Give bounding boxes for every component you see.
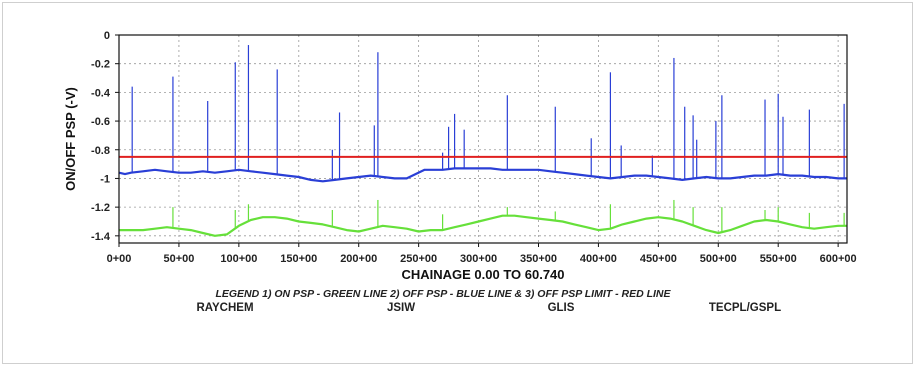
x-axis-title: CHAINAGE 0.00 TO 60.740 bbox=[401, 267, 564, 282]
vendor-label-tecpl-gspl: TECPL/GSPL bbox=[709, 302, 781, 314]
y-tick-label: -1 bbox=[100, 173, 110, 185]
x-tick-label: 250+00 bbox=[400, 253, 437, 265]
plot-area bbox=[119, 35, 847, 243]
y-tick-label: -1.4 bbox=[91, 231, 111, 243]
legend-text: LEGEND 1) ON PSP - GREEN LINE 2) OFF PSP… bbox=[215, 288, 671, 300]
y-tick-label: -0.4 bbox=[91, 87, 111, 99]
on-psp-series-line bbox=[119, 214, 847, 237]
x-tick-label: 450+00 bbox=[640, 253, 677, 265]
y-tick-label: -0.8 bbox=[91, 145, 110, 157]
off-psp-series-line bbox=[118, 167, 847, 183]
y-tick-label: 0 bbox=[104, 30, 110, 42]
y-tick-label: -0.6 bbox=[91, 116, 110, 128]
vendor-label-jsiw: JSIW bbox=[387, 302, 415, 314]
x-tick-label: 500+00 bbox=[700, 253, 737, 265]
x-tick-label: 600+00 bbox=[820, 253, 857, 265]
x-tick-label: 550+00 bbox=[760, 253, 797, 265]
vendor-label-glis: GLIS bbox=[548, 302, 575, 314]
x-tick-label: 400+00 bbox=[580, 253, 617, 265]
x-tick-label: 150+00 bbox=[280, 253, 317, 265]
chart-canvas: 0 -0.2 -0.4 -0.6 -0.8 -1 -1.2 -1.4 0+00 50+00 100+… bbox=[63, 30, 857, 314]
plot-border bbox=[118, 34, 848, 244]
x-tick-label: 100+00 bbox=[220, 253, 257, 265]
x-tick-label: 350+00 bbox=[520, 253, 557, 265]
x-tick-label: 0+00 bbox=[107, 253, 132, 265]
x-tick-label: 300+00 bbox=[460, 253, 497, 265]
y-tick-label: -1.2 bbox=[91, 202, 110, 214]
x-tick-label: 50+00 bbox=[163, 253, 194, 265]
y-axis-title: ON/OFF PSP (-V) bbox=[63, 87, 78, 191]
y-tick-label: -0.2 bbox=[91, 59, 110, 71]
x-tick-label: 200+00 bbox=[340, 253, 377, 265]
vendor-label-raychem: RAYCHEM bbox=[196, 302, 253, 314]
